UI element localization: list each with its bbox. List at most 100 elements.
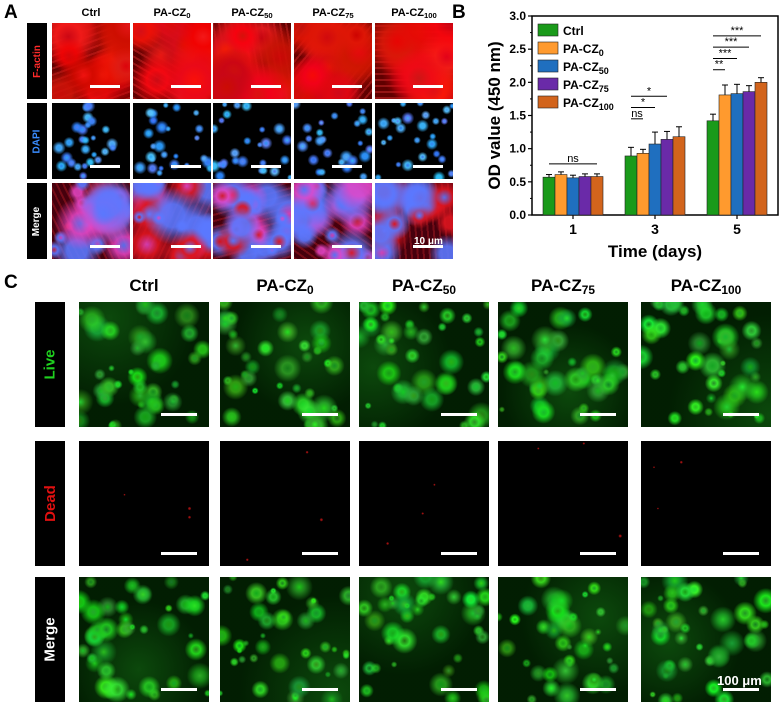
micrograph-live-3 — [498, 302, 628, 427]
scale-bar — [171, 85, 201, 88]
micrograph-factin-2 — [213, 23, 291, 99]
scale-bar — [413, 165, 443, 168]
column-header-subscript: 50 — [442, 282, 456, 297]
scale-bar — [302, 413, 338, 416]
significance-label: *** — [731, 25, 745, 37]
bar-pa-cz0-day3 — [636, 153, 650, 216]
column-header-main: Ctrl — [129, 276, 159, 295]
od-bar-chart: 0.0 0.5 1.0 1.5 2.0 2.5 3.0 OD value (450 nm) Ti… — [485, 9, 779, 261]
legend-entry-subscript: 0 — [599, 48, 604, 58]
row-label-text: F-actin — [31, 44, 43, 78]
significance-label: *** — [725, 36, 739, 48]
micrograph-live-1 — [220, 302, 350, 427]
bar-pa-cz75-day5 — [742, 91, 756, 216]
y-tick-label: 2.0 — [509, 75, 526, 89]
row-label-merge: Merge — [35, 577, 65, 702]
scale-bar — [332, 85, 362, 88]
legend-swatch — [537, 95, 559, 109]
micrograph-live-0 — [79, 302, 209, 427]
legend-entry: PA-CZ50 — [563, 60, 609, 76]
scale-bar — [332, 245, 362, 248]
column-header-main: PA-CZ — [391, 7, 424, 19]
legend-entry-main: Ctrl — [563, 24, 584, 38]
y-tick-label: 0.0 — [509, 208, 526, 222]
row-label-text: Merge — [41, 617, 59, 662]
column-header-main: PA-CZ — [231, 7, 265, 19]
scale-bar — [251, 165, 281, 168]
micrograph-dead-1 — [220, 441, 350, 566]
legend-entry-main: PA-CZ — [563, 78, 599, 92]
scale-bar — [171, 165, 201, 168]
scale-bar — [171, 245, 201, 248]
bar-pa-cz0-day1 — [554, 174, 568, 216]
column-header-main: PA-CZ — [312, 7, 346, 19]
legend-entry-main: PA-CZ — [563, 42, 599, 56]
bar-pa-cz0-day5 — [718, 94, 732, 216]
column-header-pa-cz75: PA-CZ75 — [294, 7, 372, 20]
scale-bar — [441, 688, 477, 691]
scale-bar-label: 100 μm — [717, 673, 762, 688]
micrograph-live-2 — [359, 302, 489, 427]
scale-bar — [580, 552, 616, 555]
significance-label: *** — [719, 47, 733, 59]
micrograph-mergeC-0 — [79, 577, 209, 702]
x-tick-label: 3 — [651, 221, 659, 237]
legend-entry-subscript: 50 — [599, 66, 609, 76]
micrograph-mergeC-4 — [641, 577, 771, 702]
significance-label: ns — [567, 153, 579, 165]
micrograph-factin-0 — [52, 23, 130, 99]
bar-pa-cz50-day3 — [648, 143, 662, 216]
significance-label: * — [647, 85, 652, 97]
x-tick-label: 5 — [733, 221, 741, 237]
significance-label: ns — [631, 108, 643, 120]
scale-bar — [413, 85, 443, 88]
scale-bar — [332, 165, 362, 168]
row-label-live: Live — [35, 302, 65, 427]
y-tick-label: 2.5 — [509, 42, 526, 56]
bar-pa-cz100-day5 — [754, 82, 768, 216]
y-tick-label: 1.5 — [509, 109, 526, 123]
bar-pa-cz50-day1 — [566, 177, 580, 216]
row-label-dead: Dead — [35, 441, 65, 566]
x-axis-label: Time (days) — [608, 242, 702, 261]
column-header-ctrl: Ctrl — [79, 276, 209, 296]
micrograph-mergeC-1 — [220, 577, 350, 702]
y-axis-label: OD value (450 nm) — [485, 41, 504, 189]
column-header-main: PA-CZ — [392, 276, 443, 295]
scale-bar — [90, 165, 120, 168]
micrograph-dapi-2 — [213, 103, 291, 179]
legend-entry-subscript: 100 — [599, 102, 614, 112]
row-label-text: Merge — [31, 206, 43, 236]
micrograph-live-4 — [641, 302, 771, 427]
micrograph-dapi-1 — [133, 103, 211, 179]
scale-bar — [161, 413, 197, 416]
scale-bar — [302, 552, 338, 555]
column-header-pa-cz0: PA-CZ0 — [133, 7, 211, 20]
scale-bar — [441, 552, 477, 555]
scale-bar — [90, 85, 120, 88]
micrograph-factin-3 — [294, 23, 372, 99]
micrograph-mergeC-3 — [498, 577, 628, 702]
column-header-subscript: 100 — [721, 282, 742, 297]
scale-bar — [723, 413, 759, 416]
column-header-main: PA-CZ — [153, 7, 187, 19]
column-header-subscript: 75 — [581, 282, 595, 297]
bar-pa-cz100-day1 — [590, 176, 604, 216]
scale-bar — [302, 688, 338, 691]
scale-bar — [161, 552, 197, 555]
micrograph-dapi-0 — [52, 103, 130, 179]
column-header-subscript: 0 — [307, 282, 314, 297]
column-header-pa-cz100: PA-CZ100 — [641, 276, 771, 297]
row-label-text: Dead — [41, 485, 59, 522]
panel-c-letter: C — [4, 272, 18, 293]
micrograph-mergeC-2 — [359, 577, 489, 702]
column-header-main: PA-CZ — [670, 276, 722, 295]
micrograph-dead-4 — [641, 441, 771, 566]
bar-pa-cz75-day3 — [660, 139, 674, 216]
bar-ctrl-day5 — [706, 120, 720, 216]
column-header-main: Ctrl — [81, 7, 101, 19]
significance-label: ** — [715, 59, 724, 71]
legend-entry: PA-CZ75 — [563, 78, 609, 94]
row-label-text: DAPI — [31, 129, 43, 153]
legend-swatch — [537, 59, 559, 73]
